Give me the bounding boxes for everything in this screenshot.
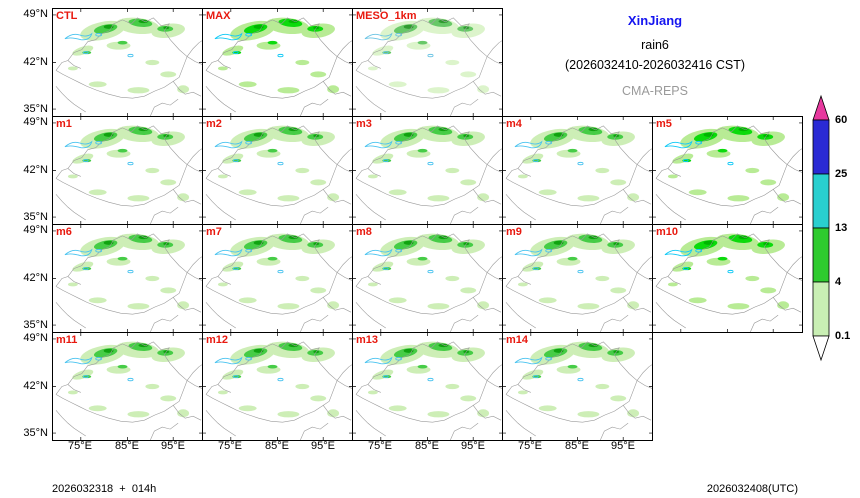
panel-label: m11: [56, 334, 78, 346]
x-tick-label: 95°E: [461, 440, 485, 452]
y-tick-label: 35°N: [23, 103, 48, 115]
x-tick-label: 95°E: [311, 440, 335, 452]
y-tick-label: 42°N: [23, 380, 48, 392]
panel-m5: m5: [652, 116, 803, 225]
colorbar-tick-label: 13: [835, 222, 848, 234]
colorbar-tick-label: 4: [835, 276, 842, 288]
map-max: [203, 9, 352, 116]
panel-label: m2: [206, 118, 222, 130]
y-tick-label: 42°N: [23, 56, 48, 68]
map-m13: [353, 333, 502, 440]
panel-m14: m14: [502, 332, 653, 441]
panel-m4: m4: [502, 116, 653, 225]
colorbar-under-arrow: [812, 335, 830, 362]
map-m9: [503, 225, 652, 332]
panel-m1: m1: [52, 116, 203, 225]
panel-m13: m13: [352, 332, 503, 441]
panel-max: MAX: [202, 8, 353, 117]
colorbar-over-arrow: [812, 94, 830, 121]
x-tick-label: 75°E: [368, 440, 392, 452]
panel-label: CTL: [56, 10, 78, 22]
panel-label: m5: [656, 118, 672, 130]
map-m5: [653, 117, 802, 224]
title-model: CMA-REPS: [622, 84, 688, 98]
panel-m8: m8: [352, 224, 503, 333]
y-tick-label: 49°N: [23, 224, 48, 236]
y-tick-label: 49°N: [23, 8, 48, 20]
map-m10: [653, 225, 802, 332]
panel-label: m3: [356, 118, 372, 130]
map-m8: [353, 225, 502, 332]
panel-label: m9: [506, 226, 522, 238]
y-tick-label: 49°N: [23, 332, 48, 344]
x-tick-label: 95°E: [161, 440, 185, 452]
colorbar-segment-cyan: [812, 173, 830, 229]
map-m6: [53, 225, 202, 332]
map-m4: [503, 117, 652, 224]
x-tick-label: 95°E: [611, 440, 635, 452]
panel-label: MESO_1km: [356, 10, 417, 22]
panel-label: m13: [356, 334, 379, 346]
panel-label: m10: [656, 226, 679, 238]
colorbar-segment-green: [812, 227, 830, 283]
panel-m9: m9: [502, 224, 653, 333]
panel-label: MAX: [206, 10, 231, 22]
map-meso-1km: [353, 9, 502, 116]
panel-label: m7: [206, 226, 222, 238]
map-m11: [53, 333, 202, 440]
x-tick-label: 75°E: [68, 440, 92, 452]
panel-m7: m7: [202, 224, 353, 333]
title-period: (2026032410-2026032416 CST): [565, 58, 745, 72]
colorbar-segment-pale-green: [812, 281, 830, 337]
panel-label: m12: [206, 334, 229, 346]
map-m2: [203, 117, 352, 224]
x-tick-label: 85°E: [115, 440, 139, 452]
title-block: XinJiang rain6 (2026032410-2026032416 CS…: [505, 13, 805, 98]
y-tick-label: 35°N: [23, 211, 48, 223]
panel-m6: m6: [52, 224, 203, 333]
map-m14: [503, 333, 652, 440]
x-tick-label: 75°E: [518, 440, 542, 452]
panel-m11: m11: [52, 332, 203, 441]
colorbar: [812, 94, 830, 362]
colorbar-segment-blue: [812, 119, 830, 175]
colorbar-tick-label: 25: [835, 168, 848, 180]
panel-m3: m3: [352, 116, 503, 225]
panel-meso-1km: MESO_1km: [352, 8, 503, 117]
panel-label: m1: [56, 118, 72, 130]
y-tick-label: 49°N: [23, 116, 48, 128]
title-variable: rain6: [641, 38, 669, 52]
panel-m10: m10: [652, 224, 803, 333]
panel-ctl: CTL: [52, 8, 203, 117]
valid-time-block: 2026032408(UTC) 2026032416(CST): [707, 454, 798, 498]
y-tick-label: 35°N: [23, 319, 48, 331]
map-m3: [353, 117, 502, 224]
map-ctl: [53, 9, 202, 116]
y-tick-label: 35°N: [23, 427, 48, 439]
map-m1: [53, 117, 202, 224]
x-tick-label: 85°E: [565, 440, 589, 452]
panel-label: m14: [506, 334, 529, 346]
map-m7: [203, 225, 352, 332]
map-m12: [203, 333, 352, 440]
panel-m12: m12: [202, 332, 353, 441]
title-region: XinJiang: [627, 13, 683, 28]
panel-label: m6: [56, 226, 72, 238]
colorbar-tick-label: 60: [835, 114, 848, 126]
x-tick-label: 85°E: [265, 440, 289, 452]
y-tick-label: 42°N: [23, 164, 48, 176]
panel-m2: m2: [202, 116, 353, 225]
panel-label: m4: [506, 118, 522, 130]
y-tick-label: 42°N: [23, 272, 48, 284]
x-tick-label: 75°E: [218, 440, 242, 452]
colorbar-tick-label: 0.1: [835, 330, 851, 342]
valid-time-utc: 2026032408(UTC): [706, 483, 798, 495]
init-time-line-1: 2026032318 + 014h: [52, 483, 157, 495]
panel-label: m8: [356, 226, 372, 238]
x-tick-label: 85°E: [415, 440, 439, 452]
init-time-block: 2026032318 + 014h 2026032402 + 014h: [52, 454, 156, 498]
